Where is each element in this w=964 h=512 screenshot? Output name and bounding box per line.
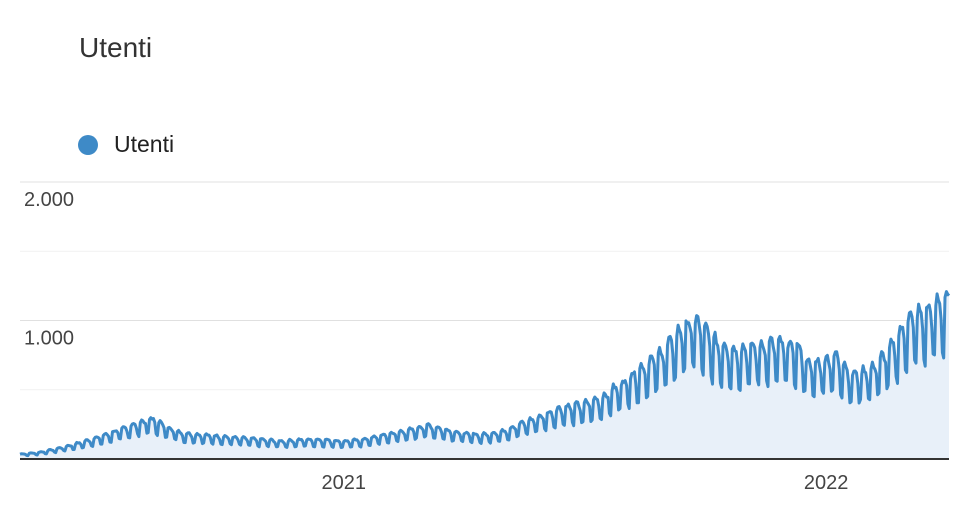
y-tick-label: 2.000	[24, 189, 74, 211]
series-line-utenti[interactable]	[19, 290, 951, 458]
series-area-fill	[20, 291, 949, 459]
y-axis-ticks: 1.000 2.000	[24, 189, 74, 350]
chart-title: Utenti	[79, 32, 153, 63]
x-tick-label: 2022	[804, 472, 849, 494]
x-axis-ticks: 2021 2022	[322, 472, 849, 494]
x-tick-label: 2021	[322, 472, 367, 494]
y-tick-label: 1.000	[24, 328, 74, 350]
legend-label: Utenti	[114, 131, 175, 157]
legend[interactable]: Utenti	[78, 131, 174, 158]
legend-dot-icon	[78, 134, 98, 155]
